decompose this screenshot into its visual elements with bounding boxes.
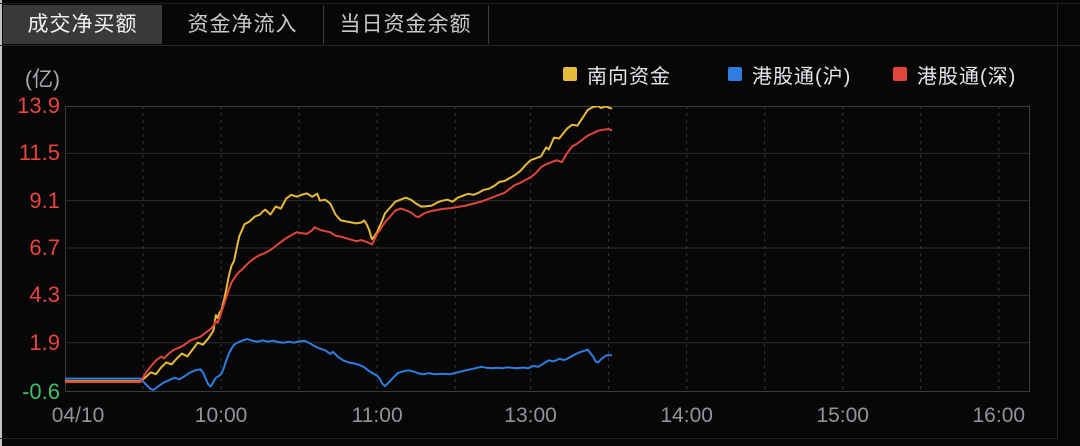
x-axis-tick-label: 13:00 (504, 404, 557, 427)
y-axis-tick-label: 6.7 (29, 235, 60, 260)
window-left-border (0, 0, 2, 446)
y-axis-tick-label: 4.3 (29, 282, 60, 308)
y-axis-tick-label: 13.9 (17, 93, 60, 118)
x-axis-tick-label: 14:00 (660, 404, 713, 427)
y-gridlines (65, 106, 1030, 392)
series-line-hk-connect-sz (65, 128, 613, 384)
legend-swatch-hk-connect-sz (893, 67, 907, 81)
x-axis-tick-label: 15:00 (816, 404, 869, 427)
legend-item-hk-connect-sh[interactable]: 港股通(沪) (728, 60, 851, 88)
widget-bottom-border (0, 438, 1058, 439)
legend-item-hk-connect-sz[interactable]: 港股通(深) (893, 60, 1016, 88)
x-axis-tick-label: 16:00 (972, 404, 1026, 427)
widget-right-border (1057, 4, 1058, 438)
series-line-southbound (65, 106, 613, 383)
x-gridlines (142, 106, 1000, 392)
tab-bar: 成交净买额 资金净流入 当日资金余额 (2, 4, 1080, 46)
plot-border (65, 106, 1030, 392)
tab-daily-balance[interactable]: 当日资金余额 (323, 5, 489, 44)
series-line-hk-connect-sh (65, 338, 613, 391)
top-divider (0, 3, 1080, 4)
tab-net-inflow[interactable]: 资金净流入 (162, 5, 324, 44)
legend-swatch-hk-connect-sh (728, 67, 742, 81)
y-axis-tick-label: -0.6 (22, 379, 60, 404)
legend-item-southbound[interactable]: 南向资金 (563, 60, 671, 88)
plot-area[interactable] (65, 106, 1030, 392)
legend-swatch-southbound (563, 67, 577, 81)
x-axis-tick-label: 04/10 (51, 404, 105, 427)
tab-bar-divider (0, 45, 1080, 46)
legend-label: 港股通(沪) (752, 65, 852, 88)
y-axis-tick-label: 11.5 (18, 140, 60, 166)
x-axis-tick-label: 10:00 (194, 404, 248, 427)
y-axis-tick-label: 1.9 (29, 329, 60, 355)
x-axis-tick-label: 11:00 (351, 404, 403, 427)
y-axis-tick-label: 9.1 (29, 187, 60, 213)
legend-label: 南向资金 (587, 65, 671, 88)
series-lines (65, 106, 613, 391)
tab-net-buy-amount[interactable]: 成交净买额 (3, 5, 162, 44)
y-axis-unit-label: (亿) (25, 68, 60, 91)
legend-label: 港股通(深) (917, 65, 1017, 88)
